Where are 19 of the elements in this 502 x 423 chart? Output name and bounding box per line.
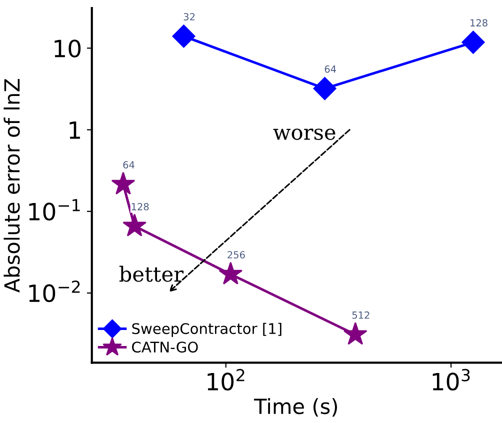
annotation: 64 — [324, 65, 336, 73]
annotation: worse — [273, 128, 336, 140]
y-tick-label: 10$^{−1}$ — [29, 199, 80, 221]
y-tick-label: 10$^{−2}$ — [29, 280, 80, 302]
x-axis-title: Time (s) — [254, 398, 337, 417]
annotation: 128 — [132, 203, 149, 210]
annotation: better — [119, 266, 184, 282]
x-tick-label: 10$^{2}$ — [208, 368, 244, 391]
annotation: 256 — [228, 251, 245, 258]
annotation: 512 — [352, 311, 370, 319]
legend-label: SweepContractor [1] — [132, 322, 282, 337]
annotation: 128 — [470, 19, 488, 27]
y-tick-label: 10 — [54, 40, 81, 58]
y-tick-label: 1 — [70, 122, 80, 139]
x-tick-label: 10$^{3}$ — [432, 368, 470, 391]
annotation: 32 — [184, 13, 195, 20]
legend-label: CATN-GO — [132, 342, 198, 353]
annotation: 64 — [123, 161, 134, 168]
y-axis-title: Absolute error of lnZ — [4, 78, 20, 293]
